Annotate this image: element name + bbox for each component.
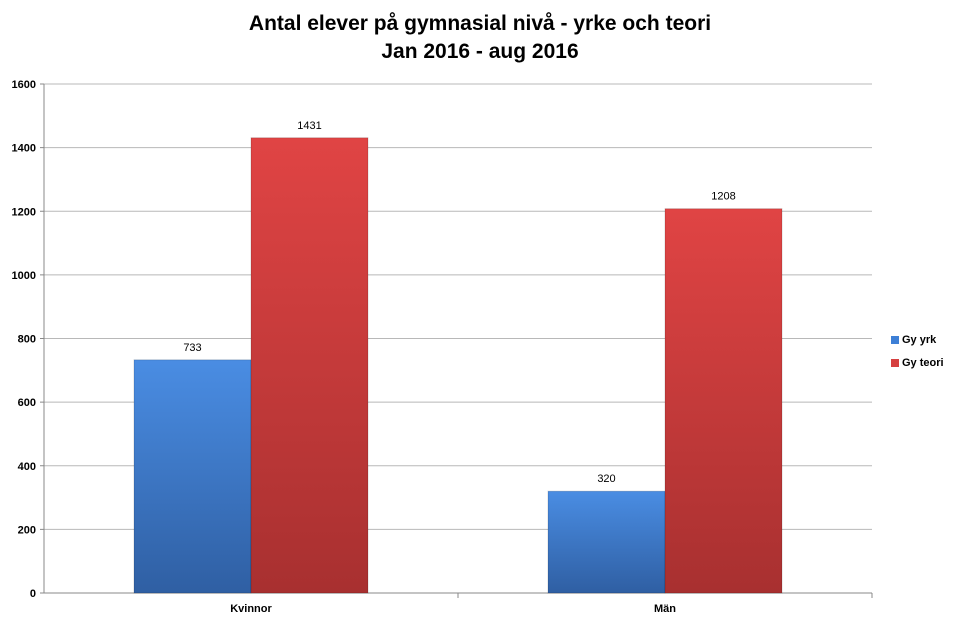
- bar-gy-teori-kvinnor: [250, 137, 369, 594]
- legend-swatch-gy-yrk: [891, 335, 899, 344]
- ytick-label-1200: 1200: [12, 206, 36, 218]
- data-label-gy-teori-män: 1208: [711, 191, 735, 203]
- bar-gy-teori-män: [664, 208, 783, 594]
- bar-layer: [133, 137, 783, 594]
- bar-gy-yrk-män: [547, 490, 666, 594]
- ytick-label-0: 0: [30, 588, 36, 600]
- ytick-label-600: 600: [18, 397, 36, 409]
- chart-title-block: Antal elever på gymnasial nivå - yrke oc…: [0, 10, 960, 66]
- label-layer: 0 200 400 600 800 1000 1200 1400 1600 733 1431 Kvin…: [12, 79, 736, 615]
- xtick-label-män: Män: [654, 603, 676, 615]
- ytick-label-1600: 1600: [12, 79, 36, 91]
- data-label-gy-teori-kvinnor: 1431: [297, 120, 321, 132]
- xtick-label-kvinnor: Kvinnor: [230, 603, 272, 615]
- chart-title: Antal elever på gymnasial nivå - yrke oc…: [248, 12, 712, 35]
- chart-subtitle: Jan 2016 - aug 2016: [381, 40, 579, 63]
- ytick-label-1000: 1000: [12, 270, 36, 282]
- legend-item-gy-yrk: Gy yrk: [891, 328, 944, 351]
- legend-label-gy-yrk: Gy yrk: [902, 333, 937, 346]
- ytick-label-800: 800: [18, 334, 36, 346]
- data-label-gy-yrk-kvinnor: 733: [183, 342, 201, 354]
- legend: Gy yrk Gy teori: [891, 328, 944, 374]
- ytick-label-200: 200: [18, 524, 36, 536]
- data-label-gy-yrk-män: 320: [597, 473, 615, 485]
- legend-label-gy-teori: Gy teori: [902, 356, 944, 369]
- ytick-label-400: 400: [18, 461, 36, 473]
- ytick-label-1400: 1400: [12, 143, 36, 155]
- bar-gy-yrk-kvinnor: [133, 359, 252, 594]
- legend-swatch-gy-teori: [891, 358, 899, 367]
- legend-item-gy-teori: Gy teori: [891, 351, 944, 374]
